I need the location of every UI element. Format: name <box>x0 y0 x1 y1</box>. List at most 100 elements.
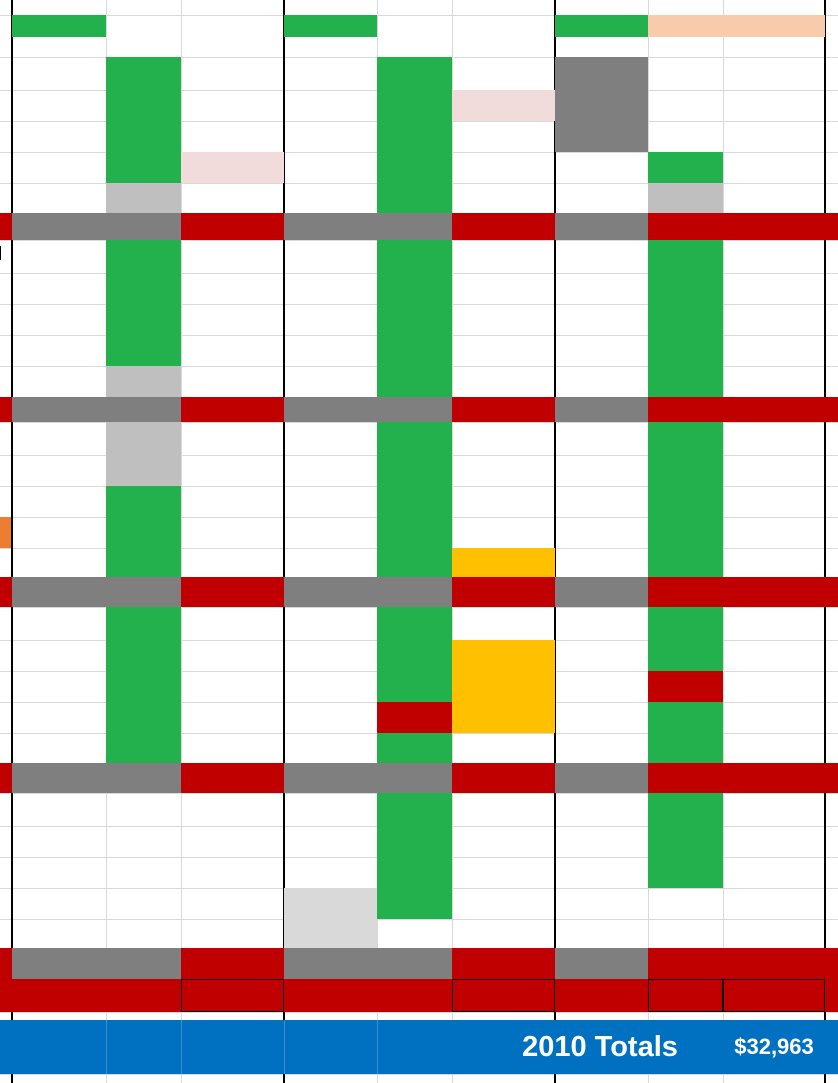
feb-value-cell[interactable] <box>106 671 181 702</box>
apr-wave-cell[interactable] <box>723 702 825 733</box>
mar-date-cell[interactable] <box>284 607 377 640</box>
apr-wave-cell[interactable] <box>723 640 825 671</box>
apr-wave-cell[interactable] <box>723 335 825 366</box>
apr-date-cell[interactable] <box>555 857 648 888</box>
sum-row-edge[interactable] <box>0 577 12 607</box>
feb-value-cell[interactable] <box>106 548 181 577</box>
mar-value-cell[interactable] <box>377 607 452 640</box>
mar-date-cell[interactable] <box>284 455 377 486</box>
apr-week-wave-total[interactable] <box>723 763 825 793</box>
apr-date-cell[interactable] <box>555 793 648 826</box>
apr-week-scalps-total[interactable] <box>648 948 723 979</box>
apr-wave-cell[interactable] <box>723 304 825 335</box>
feb-date-cell[interactable] <box>12 273 106 304</box>
mar-date-cell[interactable] <box>284 826 377 857</box>
sum-row-gray[interactable] <box>12 948 181 979</box>
feb-value-cell[interactable] <box>106 607 181 640</box>
sum-row-edge[interactable] <box>825 948 838 979</box>
mar-value-cell[interactable] <box>377 793 452 826</box>
mar-date-cell[interactable] <box>284 273 377 304</box>
apr-date-cell[interactable] <box>555 607 648 640</box>
sum-row-gray[interactable] <box>555 397 648 422</box>
feb-date-cell[interactable] <box>12 240 106 273</box>
feb-date-cell[interactable] <box>12 183 106 213</box>
apr-date-cell[interactable] <box>555 240 648 273</box>
sum-row-gray[interactable] <box>284 763 452 793</box>
month-header-apr[interactable] <box>555 15 648 37</box>
feb-date-cell[interactable] <box>12 121 106 152</box>
sum-row-gray[interactable] <box>12 397 181 422</box>
apr-scalps-cell[interactable] <box>648 422 723 455</box>
feb-week-total-empty[interactable] <box>181 948 284 979</box>
mar-value-cell[interactable] <box>377 90 452 121</box>
apr-wave-cell[interactable] <box>723 826 825 857</box>
mar-value-cell[interactable] <box>377 240 452 273</box>
apr-wave-cell[interactable] <box>723 152 825 183</box>
mar-value-cell[interactable] <box>377 733 452 763</box>
apr-wave-cell[interactable] <box>723 857 825 888</box>
mar-date-cell[interactable] <box>284 422 377 455</box>
sum-row-edge[interactable] <box>825 577 838 607</box>
apr-week-wave-total[interactable] <box>723 213 825 240</box>
apr-scalps-cell[interactable] <box>648 304 723 335</box>
apr-scalps-cell[interactable] <box>648 240 723 273</box>
apr-date-cell[interactable] <box>555 335 648 366</box>
apr-scalps-cell[interactable] <box>648 826 723 857</box>
apr-wave-cell[interactable] <box>723 671 825 702</box>
apr-scalps-cell[interactable] <box>648 366 723 397</box>
mar-date-cell[interactable] <box>284 640 377 671</box>
feb-value-cell[interactable] <box>106 517 181 548</box>
feb-date-cell[interactable] <box>12 304 106 335</box>
feb-date-cell[interactable] <box>12 671 106 702</box>
apr-date-cell[interactable] <box>555 183 648 213</box>
feb-week-total[interactable] <box>181 763 284 793</box>
apr-week-wave-total[interactable] <box>723 397 825 422</box>
mar-value-cell[interactable] <box>377 422 452 455</box>
apr-wave-cell[interactable] <box>723 517 825 548</box>
mar-date-cell[interactable] <box>284 548 377 577</box>
mar-note-big-day[interactable] <box>452 90 555 121</box>
apr-scalps-cell[interactable] <box>648 335 723 366</box>
apr-date-cell[interactable] <box>555 888 648 919</box>
apr-wave-cell[interactable] <box>723 422 825 455</box>
mar-value-cell[interactable] <box>377 57 452 90</box>
apr-date-cell[interactable] <box>555 366 648 397</box>
mar-note-fomc[interactable] <box>452 455 555 486</box>
apr-date-cell[interactable] <box>555 273 648 304</box>
apr-week-scalps-total[interactable] <box>648 397 723 422</box>
feb-date-cell[interactable] <box>12 517 106 548</box>
apr-scalps-cell[interactable] <box>648 793 723 826</box>
mar-month-total[interactable] <box>452 979 555 1012</box>
apr-date-cell[interactable] <box>555 671 648 702</box>
mar-week-total[interactable] <box>452 397 555 422</box>
sum-row-gray[interactable] <box>12 213 181 240</box>
mar-week-total[interactable] <box>452 213 555 240</box>
sum-row-edge[interactable] <box>0 213 12 240</box>
feb-note-big-day[interactable] <box>181 152 284 183</box>
apr-scalps-cell[interactable] <box>648 273 723 304</box>
mar-value-cell[interactable] <box>377 857 452 888</box>
sum-row-gray[interactable] <box>12 577 181 607</box>
feb-value-cell[interactable] <box>106 90 181 121</box>
apr-date-cell[interactable] <box>555 640 648 671</box>
feb-date-cell[interactable] <box>12 548 106 577</box>
mar-value-cell[interactable] <box>377 121 452 152</box>
apr-wave-cell[interactable] <box>723 486 825 517</box>
apr-blank-cell[interactable] <box>555 57 648 90</box>
mar-value-cell[interactable] <box>377 888 452 919</box>
apr-scalps-cell[interactable] <box>648 152 723 183</box>
mar-value-cell[interactable] <box>377 517 452 548</box>
apr-wave-cell[interactable] <box>723 121 825 152</box>
feb-date-cell[interactable] <box>12 640 106 671</box>
feb-value-cell[interactable] <box>106 273 181 304</box>
mar-date-cell[interactable] <box>284 304 377 335</box>
apr-week-scalps-total[interactable] <box>648 213 723 240</box>
mar-date-cell[interactable] <box>284 183 377 213</box>
mar-date-cell[interactable] <box>284 671 377 702</box>
feb-value-cell[interactable] <box>106 366 181 397</box>
feb-value-cell[interactable] <box>106 486 181 517</box>
month-header-feb[interactable] <box>12 15 106 37</box>
apr-date-cell[interactable] <box>555 548 648 577</box>
mar-date-cell[interactable] <box>284 857 377 888</box>
sum-row-gray[interactable] <box>284 577 452 607</box>
